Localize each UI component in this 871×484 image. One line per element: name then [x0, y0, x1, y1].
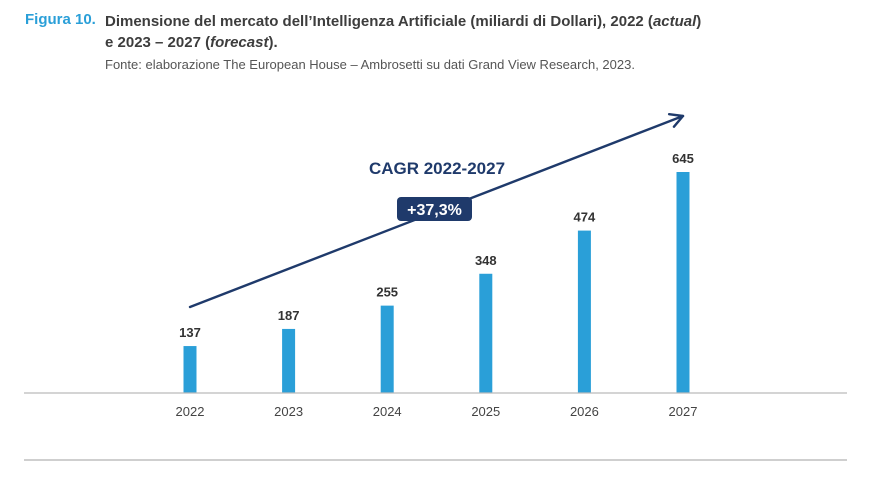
x-axis-labels-group: 2022 2023 2024 2025 2026 2027 [176, 404, 698, 419]
value-label-2022: 137 [179, 325, 201, 340]
x-tick-label-2027: 2027 [669, 404, 698, 419]
title-italic: actual [652, 13, 697, 30]
cagr-value: +37,3% [407, 202, 462, 219]
x-tick-label-2022: 2022 [176, 404, 205, 419]
value-label-2024: 255 [376, 285, 398, 300]
figure-label: Figura 10. [25, 11, 96, 28]
bar-2026 [577, 230, 591, 393]
x-tick-label-2025: 2025 [471, 404, 500, 419]
title-text: ) [696, 13, 702, 30]
bar-2024 [380, 305, 394, 393]
figure-title: Dimensione del mercato dell’Intelligenza… [105, 11, 701, 53]
title-italic: forecast [210, 34, 269, 51]
bar-2022 [183, 346, 197, 393]
figure-source: Fonte: elaborazione The European House –… [105, 57, 635, 72]
value-labels-group: 137 187 255 348 474 645 [179, 151, 694, 340]
value-label-2026: 474 [574, 210, 596, 225]
value-label-2027: 645 [672, 151, 694, 166]
figure-title-line-1: Dimensione del mercato dell’Intelligenza… [105, 11, 701, 32]
figure-title-line-2: e 2023 – 2027 (forecast). [105, 32, 701, 53]
cagr-badge-background [397, 197, 472, 221]
cagr-label: CAGR 2022-2027 [369, 159, 505, 178]
x-tick-label-2026: 2026 [570, 404, 599, 419]
trend-arrow-head [667, 112, 685, 128]
title-text: Dimensione del mercato dell’Intelligenza… [105, 13, 653, 30]
bars-group [183, 172, 690, 393]
cagr-badge: +37,3% [397, 197, 472, 221]
value-label-2023: 187 [278, 308, 300, 323]
x-tick-label-2023: 2023 [274, 404, 303, 419]
title-text: e 2023 – 2027 ( [105, 34, 211, 51]
bottom-divider [24, 459, 847, 461]
bar-2023 [282, 328, 296, 393]
x-tick-label-2024: 2024 [373, 404, 402, 419]
bar-2025 [479, 273, 493, 393]
bar-2027 [676, 172, 690, 393]
value-label-2025: 348 [475, 253, 497, 268]
title-text: ). [268, 34, 278, 51]
